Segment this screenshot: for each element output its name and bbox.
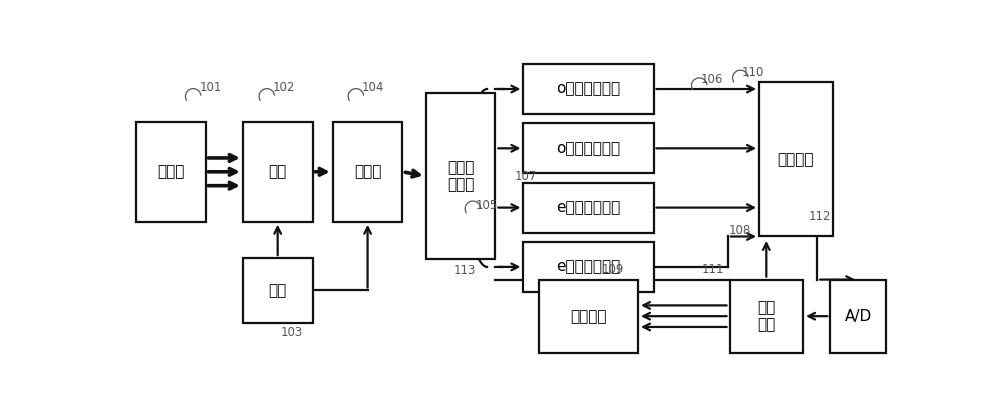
Text: 放大电路: 放大电路 — [778, 152, 814, 167]
FancyBboxPatch shape — [426, 93, 495, 259]
Text: 电机: 电机 — [269, 283, 287, 298]
Text: A/D: A/D — [845, 309, 872, 324]
Text: 104: 104 — [361, 81, 384, 94]
FancyBboxPatch shape — [136, 122, 206, 222]
Text: o光短波探测器: o光短波探测器 — [556, 141, 621, 156]
Text: 102: 102 — [272, 81, 295, 94]
Text: 113: 113 — [454, 264, 476, 277]
FancyBboxPatch shape — [243, 122, 313, 222]
Text: 101: 101 — [199, 81, 222, 94]
FancyBboxPatch shape — [523, 242, 654, 292]
Text: 入射光: 入射光 — [157, 164, 184, 179]
FancyBboxPatch shape — [243, 258, 313, 323]
Text: 105: 105 — [475, 199, 498, 212]
FancyBboxPatch shape — [523, 64, 654, 114]
FancyBboxPatch shape — [523, 183, 654, 232]
Text: 103: 103 — [281, 326, 303, 339]
FancyBboxPatch shape — [539, 279, 638, 353]
FancyBboxPatch shape — [523, 123, 654, 173]
Text: 光谱数据: 光谱数据 — [570, 309, 607, 324]
Text: 112: 112 — [809, 210, 831, 223]
Text: e光长波探测器: e光长波探测器 — [556, 200, 621, 215]
Text: 107: 107 — [515, 170, 537, 183]
Text: o光长波探测器: o光长波探测器 — [556, 81, 621, 96]
FancyBboxPatch shape — [333, 122, 402, 222]
FancyBboxPatch shape — [830, 279, 886, 353]
Text: 106: 106 — [701, 73, 723, 86]
Text: 斩波器: 斩波器 — [354, 164, 381, 179]
FancyBboxPatch shape — [759, 83, 833, 237]
Text: 110: 110 — [742, 66, 764, 79]
Text: 光栅: 光栅 — [269, 164, 287, 179]
Text: 主控
模块: 主控 模块 — [757, 300, 775, 333]
Text: e光短波探测器: e光短波探测器 — [556, 259, 621, 275]
Text: 109: 109 — [602, 263, 624, 277]
Text: 111: 111 — [702, 263, 724, 277]
Text: 108: 108 — [729, 224, 751, 237]
FancyBboxPatch shape — [730, 279, 803, 353]
Text: 偏振分
光棱镜: 偏振分 光棱镜 — [447, 160, 474, 192]
